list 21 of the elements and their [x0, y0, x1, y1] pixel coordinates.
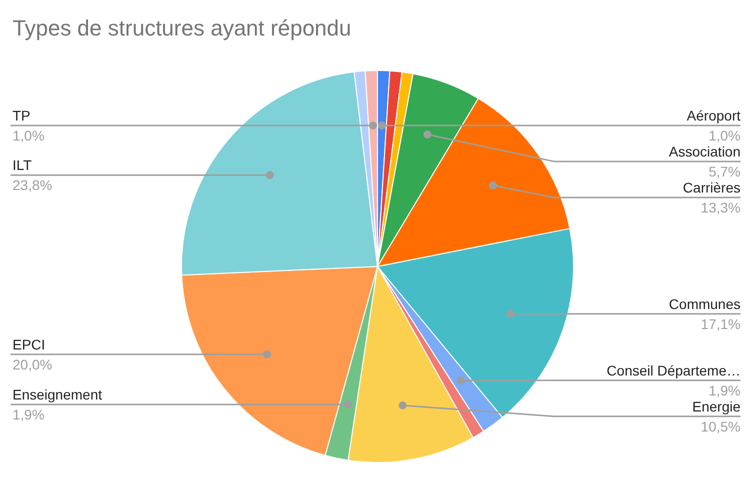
slice-label: TP: [12, 107, 30, 124]
slice-label: Association: [668, 143, 740, 160]
data-label: 17,1%: [700, 316, 741, 332]
data-label: 1,9%: [12, 406, 44, 423]
slice-label: Carrières: [682, 179, 741, 196]
data-label: 5,7%: [708, 163, 741, 180]
slice-label: Enseignement: [12, 386, 102, 403]
data-label: 20,0%: [12, 356, 52, 372]
data-label: 1,0%: [12, 127, 44, 144]
slice-label: Aéroport: [686, 107, 741, 124]
data-label: 13,3%: [700, 199, 741, 216]
data-label: 10,5%: [700, 418, 741, 434]
data-label: 1,0%: [708, 127, 741, 144]
data-label: 23,8%: [12, 177, 52, 194]
slice-label: Energie: [692, 398, 741, 414]
slice-label: Communes: [668, 296, 741, 312]
data-label: 1,9%: [708, 382, 741, 398]
slice-label: EPCI: [12, 336, 46, 352]
chart-title: Types de structures ayant répondu: [12, 16, 352, 40]
slice-label: ILT: [12, 157, 32, 174]
slice-label: Conseil Départeme…: [606, 362, 741, 378]
